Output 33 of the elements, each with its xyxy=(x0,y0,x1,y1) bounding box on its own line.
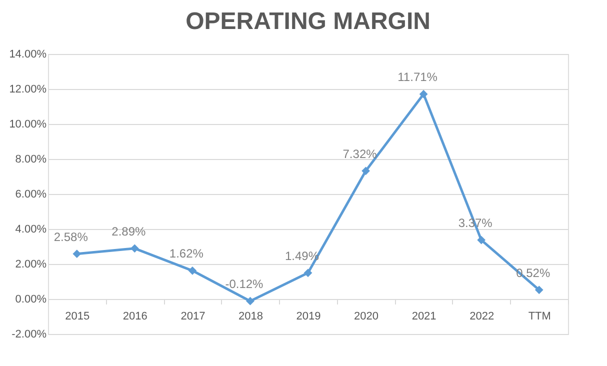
data-label: 2.58% xyxy=(54,230,88,244)
y-tick-label: 2.00% xyxy=(15,258,47,270)
y-tick-label: 4.00% xyxy=(15,224,47,236)
point xyxy=(477,236,486,244)
y-tick-label: 12.00% xyxy=(9,84,47,96)
y-tick-label: 0.00% xyxy=(15,294,47,306)
x-tick-label: 2016 xyxy=(122,310,148,322)
point xyxy=(534,286,544,294)
y-tick-label: 8.00% xyxy=(15,154,47,166)
y-tick-label: 6.00% xyxy=(15,188,47,200)
point xyxy=(72,250,82,258)
x-tick-label: 2017 xyxy=(180,310,206,322)
data-label: 1.62% xyxy=(169,246,204,261)
data-label: 7.32% xyxy=(342,146,378,161)
point xyxy=(188,266,197,275)
y-tick-label: -2.00% xyxy=(12,328,47,340)
point xyxy=(246,296,254,306)
point xyxy=(304,268,312,278)
point xyxy=(419,90,428,98)
data-label: -0.12% xyxy=(225,277,264,292)
y-tick-label: 10.00% xyxy=(9,118,47,130)
data-label: 11.71% xyxy=(398,70,438,84)
point xyxy=(362,166,370,176)
x-tick-label: 2020 xyxy=(354,310,379,322)
x-tick-label: 2015 xyxy=(65,310,90,322)
data-label: 2.89% xyxy=(112,224,146,238)
x-tick-label: 2019 xyxy=(296,310,321,322)
y-tick-label: 14.00% xyxy=(9,48,47,60)
x-tick-label: 2018 xyxy=(238,310,263,322)
x-tick-label: 2021 xyxy=(412,310,436,322)
x-tick-label: TTM xyxy=(528,310,551,322)
chart-title: OPERATING MARGIN xyxy=(186,8,430,35)
x-tick-label: 2022 xyxy=(470,310,494,322)
